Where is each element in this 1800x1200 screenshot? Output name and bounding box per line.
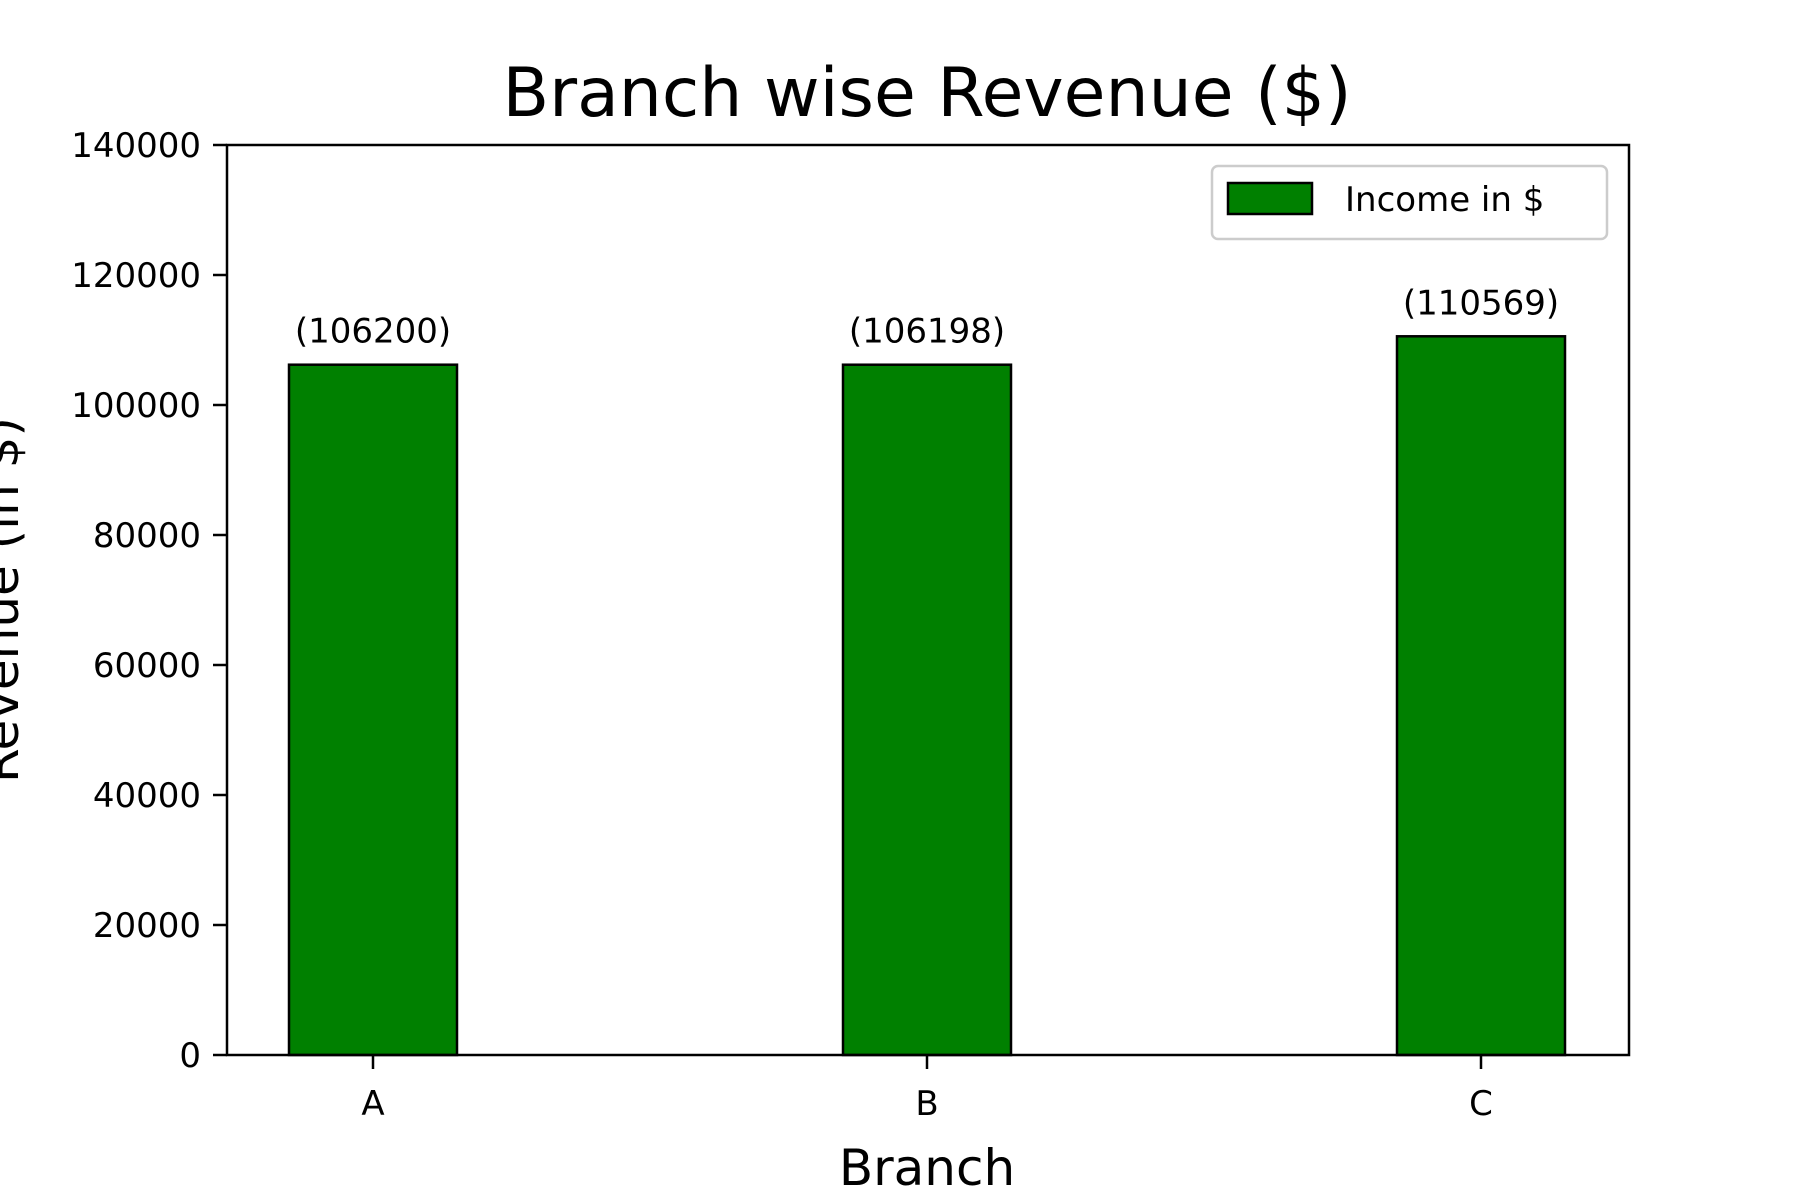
legend: Income in $ xyxy=(1210,164,1609,241)
x-tick-label-b: B xyxy=(915,1084,938,1124)
y-axis-label: Revenue (in $) xyxy=(0,417,30,783)
y-tick-label: 140000 xyxy=(71,126,201,166)
x-axis-label: Branch xyxy=(839,1139,1015,1197)
legend-label-income: Income in $ xyxy=(1345,180,1544,220)
data-label-a: (106200) xyxy=(295,312,451,352)
y-tick-label: 20000 xyxy=(93,906,201,946)
bars-group xyxy=(287,335,1567,1057)
bar-a xyxy=(287,363,459,1057)
data-label-c: (110569) xyxy=(1403,283,1559,323)
bar-c xyxy=(1395,335,1567,1057)
data-labels-group: (106200) (106198) (110569) xyxy=(295,283,1559,351)
y-tick-label: 40000 xyxy=(93,776,201,816)
plot-frame xyxy=(225,143,1631,1057)
y-tick-label: 60000 xyxy=(93,646,201,686)
chart-title: Branch wise Revenue ($) xyxy=(503,54,1352,133)
y-tick-label: 0 xyxy=(179,1036,201,1076)
bar-b xyxy=(841,363,1013,1057)
legend-swatch xyxy=(1226,181,1314,216)
x-axis-ticks: A B C xyxy=(361,1055,1493,1124)
y-axis-ticks: 0 20000 40000 60000 80000 100000 120000 140000 xyxy=(71,126,227,1076)
x-tick-label-a: A xyxy=(361,1084,384,1124)
y-tick-label: 120000 xyxy=(71,256,201,296)
data-label-b: (106198) xyxy=(849,312,1005,352)
x-tick-label-c: C xyxy=(1469,1084,1493,1124)
y-tick-label: 80000 xyxy=(93,516,201,556)
y-tick-label: 100000 xyxy=(71,386,201,426)
